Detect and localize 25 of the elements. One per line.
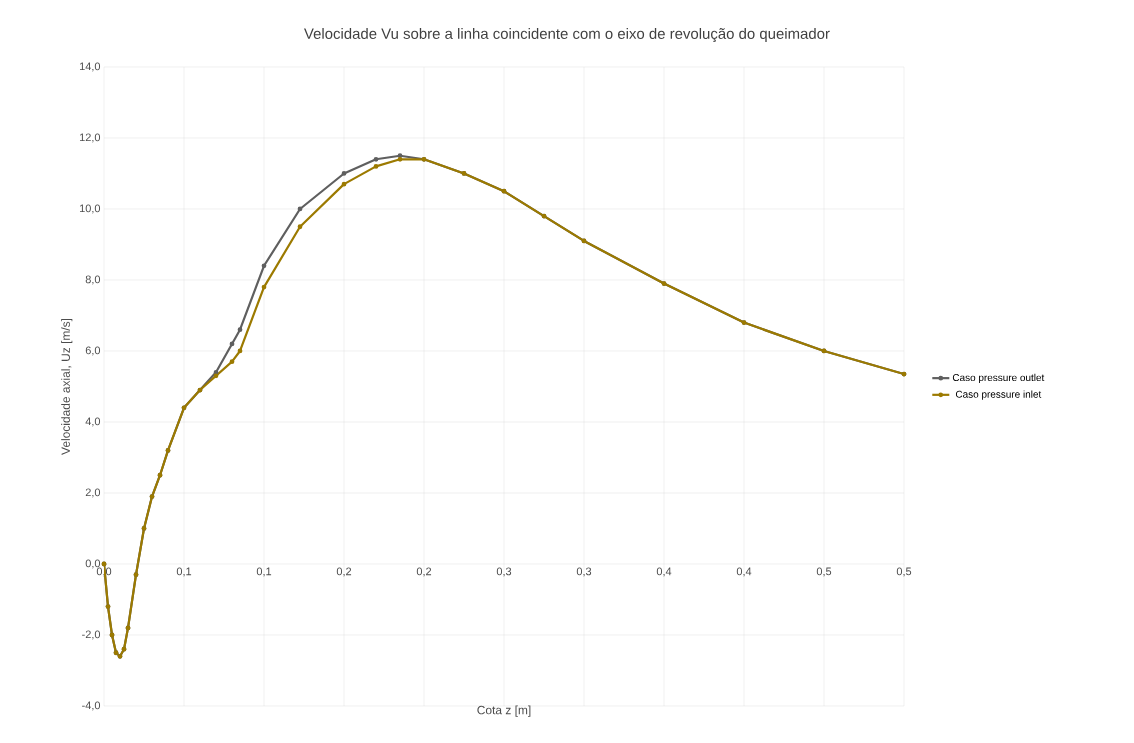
x-tick-label: 0,2 [336,567,352,577]
x-tick-label: 0,3 [496,567,512,577]
y-axis-title: Velocidade axial, Uz [m/s] [61,318,73,455]
x-tick-label: 0,5 [816,567,832,577]
legend-label: Caso pressure inlet [955,390,1042,400]
y-tick-label: 6,0 [85,346,101,356]
y-tick-label: 12,0 [79,133,101,143]
y-tick-label: 4,0 [85,417,101,427]
y-tick-label: -2,0 [82,630,101,640]
x-axis-title: Cota z [m] [477,705,531,717]
x-tick-label: 0,2 [416,567,432,577]
legend-label: Caso pressure outlet [952,373,1045,384]
y-tick-label: 8,0 [85,275,101,285]
x-tick-label: 0,1 [256,567,272,577]
y-tick-label: -4,0 [82,701,101,711]
x-tick-label: 0,1 [176,567,192,577]
x-tick-label: 0,3 [576,567,592,577]
y-tick-label: 14,0 [79,62,101,72]
y-tick-label: 2,0 [85,488,101,498]
y-tick-label: 10,0 [79,204,101,214]
chart-title: Velocidade Vu sobre a linha coincidente com o eixo de revolução do queimador [303,27,830,42]
y-tick-label: 0,0 [85,559,101,569]
x-tick-label: 0,5 [896,567,912,577]
x-tick-label: 0,4 [656,567,672,577]
x-tick-label: 0,4 [736,567,752,577]
